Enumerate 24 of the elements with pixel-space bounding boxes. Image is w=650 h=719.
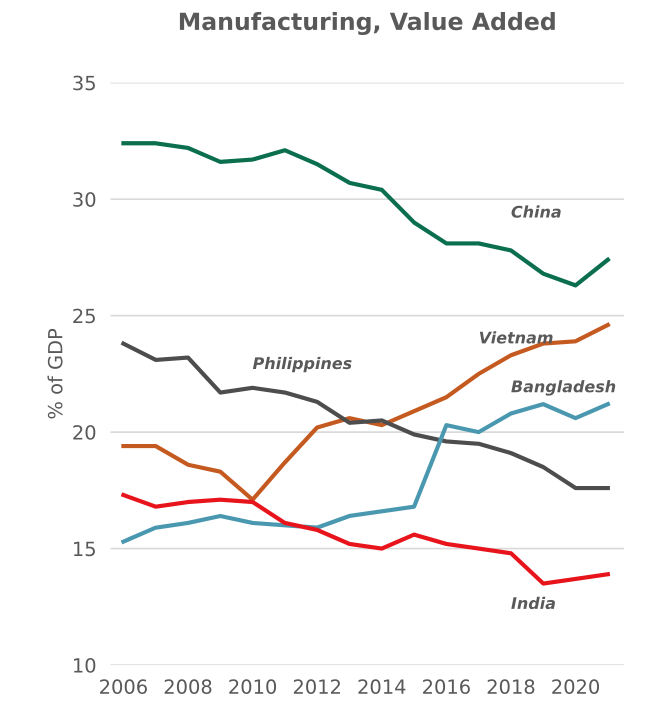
x-tick-label: 2018 xyxy=(488,679,534,694)
text: China xyxy=(512,205,561,218)
x-tick-label: 2010 xyxy=(229,679,276,694)
series-label: Vietnam xyxy=(480,331,553,344)
series-label: Bangladesh xyxy=(511,380,616,396)
y-tick-label: 30 xyxy=(73,192,96,207)
y-tick-label: 15 xyxy=(74,542,95,556)
y-tick-label: 20 xyxy=(73,425,96,440)
x-tick-label: 2008 xyxy=(164,679,212,694)
line-series xyxy=(121,492,610,586)
x-tick-label: 2016 xyxy=(423,679,470,694)
y-tick-label: 10 xyxy=(74,658,96,673)
line-series xyxy=(121,402,610,544)
x-tick-label: 2014 xyxy=(358,679,406,694)
x-tick-label: 2012 xyxy=(294,679,340,694)
line-series xyxy=(121,141,610,288)
y-tick-label: 35 xyxy=(73,76,95,90)
x-tick-label: 2020 xyxy=(552,679,600,694)
x-tick-label: 2006 xyxy=(100,679,147,694)
series-label: Philippines xyxy=(252,356,352,372)
chart-title: Manufacturing, Value Added xyxy=(180,12,555,35)
series-label: India xyxy=(511,596,555,610)
y-axis-title: % of GDP xyxy=(47,328,63,418)
y-tick-label: 25 xyxy=(73,308,95,324)
